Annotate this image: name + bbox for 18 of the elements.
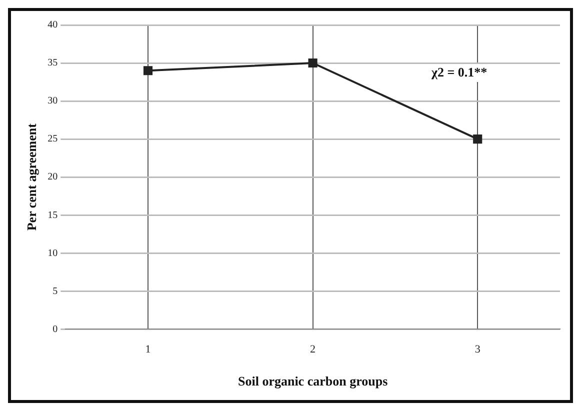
y-tick-label: 35	[48, 58, 58, 69]
y-tick-label: 30	[48, 96, 58, 107]
point	[308, 58, 318, 68]
point	[473, 134, 482, 144]
y-tick-label: 15	[48, 210, 58, 221]
annotation: χ2 = 0.1**	[430, 64, 488, 80]
x-tick-label: 2	[310, 344, 316, 356]
y-tick-label: 40	[48, 20, 58, 31]
y-tick-label: 20	[48, 172, 58, 183]
y-tick-label: 0	[52, 324, 58, 335]
y-tick-label: 25	[48, 134, 58, 145]
y-tick-label: 10	[48, 248, 58, 259]
x-axis-title: Soil organic carbon groups	[238, 374, 388, 389]
x-tick-label: 1	[145, 344, 151, 356]
point	[143, 66, 153, 76]
x-tick-label: 3	[474, 344, 481, 356]
y-axis-title: Per cent agreement	[24, 122, 40, 231]
y-tick-label: 5	[52, 286, 58, 297]
